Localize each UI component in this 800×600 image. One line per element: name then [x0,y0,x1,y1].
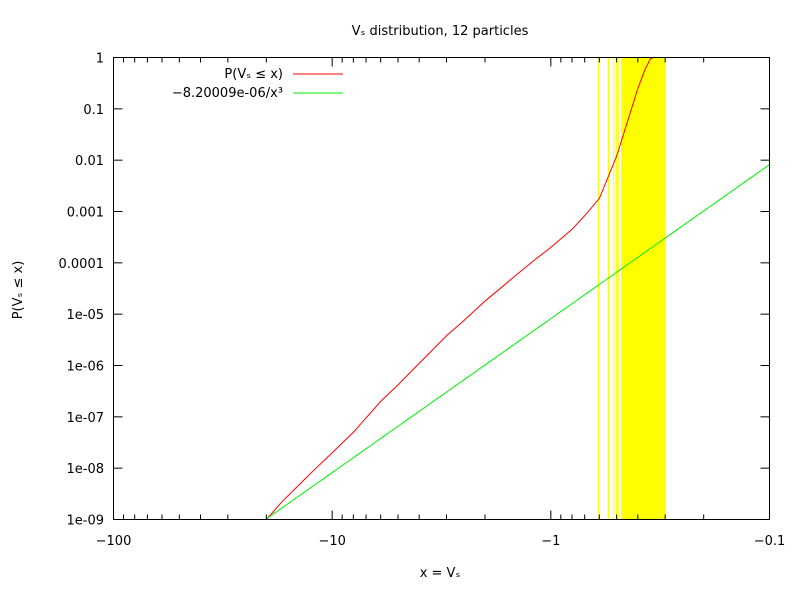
y-tick-label-7: 0.01 [75,154,104,169]
x-tick-label-3: −0.1 [754,534,786,549]
vertical-marker-lines [597,57,666,520]
y-tick-label-8: 0.1 [83,103,104,118]
y-tick-label-5: 0.0001 [59,257,105,272]
y-tick-label-2: 1e-07 [66,411,104,426]
x-axis-ticks: −100 −10 −1 −0.1 [96,57,786,549]
y-axis-label: P(Vₛ ≤ x) [11,261,26,320]
y-axis-ticks: 1e-09 1e-08 1e-07 1e-06 1e-05 0.0001 0.001 0.01… [59,52,770,529]
y-tick-label-1: 1e-08 [66,462,104,477]
series-fit-line [265,164,770,520]
y-tick-label-0: 1e-09 [66,514,104,529]
plot-series [265,57,770,520]
x-tick-label-2: −1 [541,534,560,549]
legend-label-fit: −8.20009e-06/x³ [172,86,283,101]
y-tick-label-9: 1 [96,52,104,67]
x-axis-label: x = Vₛ [420,566,461,581]
y-tick-label-4: 1e-05 [66,308,104,323]
legend-label-p: P(Vₛ ≤ x) [224,67,283,82]
y-tick-label-6: 0.001 [67,206,104,221]
x-tick-label-0: −100 [96,534,132,549]
y-tick-label-3: 1e-06 [66,360,104,375]
x-tick-label-1: −10 [318,534,345,549]
legend: P(Vₛ ≤ x) −8.20009e-06/x³ [172,67,343,101]
chart-title: Vₛ distribution, 12 particles [352,24,529,39]
series-p-line [265,57,654,520]
plot-frame [113,57,770,520]
